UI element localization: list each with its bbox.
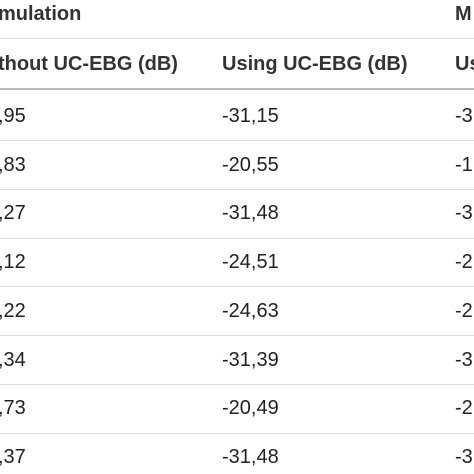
header-rule bbox=[0, 88, 474, 90]
cell: -1 bbox=[455, 153, 473, 176]
cell: -24,63 bbox=[222, 299, 279, 322]
cell: -2 bbox=[455, 397, 473, 420]
cell: -3 bbox=[455, 348, 473, 371]
cell: -31,39 bbox=[222, 348, 279, 371]
cell: -20,55 bbox=[222, 153, 279, 176]
cell: ,27 bbox=[0, 202, 26, 225]
row-rule bbox=[0, 140, 474, 141]
group-header: mulation bbox=[0, 3, 82, 25]
cell: ,73 bbox=[0, 397, 26, 420]
cell: -2 bbox=[455, 299, 473, 322]
cell: -3 bbox=[455, 105, 473, 127]
cell: -3 bbox=[455, 202, 473, 225]
row-rule bbox=[0, 384, 474, 385]
cell: ,95 bbox=[0, 105, 26, 127]
column-header: Us bbox=[455, 53, 474, 75]
cell: -20,49 bbox=[222, 397, 279, 420]
group-rule bbox=[0, 38, 474, 39]
cell: -2 bbox=[455, 251, 473, 274]
cell: -31,48 bbox=[222, 445, 279, 468]
cell: ,22 bbox=[0, 299, 26, 322]
cell: -3 bbox=[455, 445, 473, 468]
row-rule bbox=[0, 286, 474, 287]
cell: ,83 bbox=[0, 153, 26, 176]
group-header: M bbox=[455, 3, 472, 25]
column-header: thout UC-EBG (dB) bbox=[0, 53, 178, 75]
cell: -31,48 bbox=[222, 202, 279, 225]
cell: -24,51 bbox=[222, 251, 279, 274]
row-rule bbox=[0, 433, 474, 434]
cell: ,37 bbox=[0, 445, 26, 468]
row-rule bbox=[0, 238, 474, 239]
row-rule bbox=[0, 335, 474, 336]
column-header: Using UC-EBG (dB) bbox=[222, 53, 408, 75]
cell: ,12 bbox=[0, 251, 26, 274]
cell: ,34 bbox=[0, 348, 26, 371]
cell: -31,15 bbox=[222, 105, 279, 127]
row-rule bbox=[0, 189, 474, 190]
